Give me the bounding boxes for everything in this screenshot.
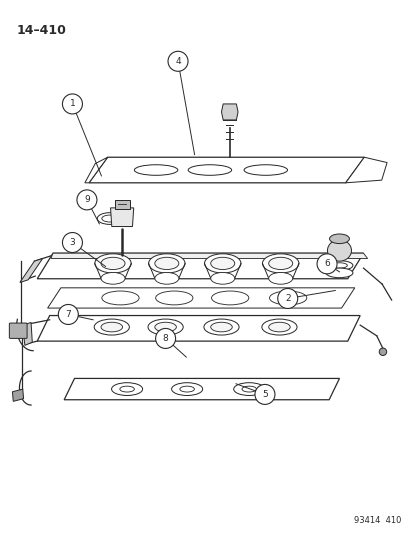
Ellipse shape: [210, 322, 232, 332]
Ellipse shape: [210, 272, 234, 284]
Ellipse shape: [134, 165, 177, 175]
FancyBboxPatch shape: [9, 323, 27, 338]
Ellipse shape: [148, 319, 183, 335]
Ellipse shape: [241, 386, 256, 392]
Ellipse shape: [154, 322, 176, 332]
Ellipse shape: [204, 254, 240, 273]
Polygon shape: [110, 208, 133, 227]
Ellipse shape: [111, 383, 142, 395]
Ellipse shape: [97, 213, 122, 224]
Ellipse shape: [327, 240, 351, 261]
Polygon shape: [23, 322, 32, 345]
Ellipse shape: [188, 165, 231, 175]
Text: 14–410: 14–410: [17, 24, 66, 37]
Ellipse shape: [378, 348, 386, 356]
Ellipse shape: [148, 254, 185, 273]
Text: 5: 5: [261, 390, 267, 399]
Ellipse shape: [171, 383, 202, 395]
Text: 4: 4: [175, 57, 180, 66]
Circle shape: [58, 304, 78, 325]
Ellipse shape: [268, 272, 292, 284]
Circle shape: [316, 254, 336, 274]
Circle shape: [277, 288, 297, 309]
Ellipse shape: [261, 319, 297, 335]
Ellipse shape: [210, 257, 234, 270]
Ellipse shape: [94, 319, 129, 335]
Polygon shape: [37, 253, 363, 279]
Polygon shape: [20, 259, 43, 282]
Ellipse shape: [244, 165, 287, 175]
Ellipse shape: [331, 263, 347, 268]
Text: 1: 1: [69, 100, 75, 108]
Text: 8: 8: [162, 334, 168, 343]
Ellipse shape: [102, 291, 139, 305]
Ellipse shape: [101, 257, 125, 270]
Circle shape: [168, 51, 188, 71]
Polygon shape: [12, 389, 24, 401]
Ellipse shape: [101, 322, 122, 332]
Ellipse shape: [154, 257, 178, 270]
Polygon shape: [51, 253, 367, 259]
Ellipse shape: [262, 254, 298, 273]
Ellipse shape: [155, 291, 192, 305]
Polygon shape: [64, 378, 339, 400]
Text: 6: 6: [323, 260, 329, 268]
Text: 2: 2: [284, 294, 290, 303]
Text: 9: 9: [84, 196, 90, 204]
Circle shape: [62, 232, 82, 253]
Circle shape: [155, 328, 175, 349]
Polygon shape: [221, 104, 237, 120]
Text: 3: 3: [69, 238, 75, 247]
Ellipse shape: [268, 257, 292, 270]
Ellipse shape: [269, 291, 306, 305]
Polygon shape: [89, 157, 363, 183]
Ellipse shape: [203, 319, 239, 335]
Ellipse shape: [101, 272, 125, 284]
Polygon shape: [47, 288, 354, 308]
Ellipse shape: [120, 386, 134, 392]
Ellipse shape: [179, 386, 194, 392]
Ellipse shape: [102, 215, 117, 222]
Ellipse shape: [95, 254, 131, 273]
Ellipse shape: [268, 322, 290, 332]
Ellipse shape: [211, 291, 248, 305]
Polygon shape: [114, 200, 129, 209]
Circle shape: [62, 94, 82, 114]
Ellipse shape: [233, 383, 264, 395]
Ellipse shape: [329, 234, 349, 244]
Text: 93414  410: 93414 410: [354, 516, 401, 525]
Polygon shape: [85, 157, 107, 183]
Ellipse shape: [325, 268, 352, 278]
Ellipse shape: [325, 261, 352, 270]
Circle shape: [254, 384, 274, 405]
Ellipse shape: [154, 272, 178, 284]
Polygon shape: [37, 316, 359, 341]
Text: 7: 7: [65, 310, 71, 319]
Polygon shape: [345, 157, 386, 183]
Circle shape: [77, 190, 97, 210]
